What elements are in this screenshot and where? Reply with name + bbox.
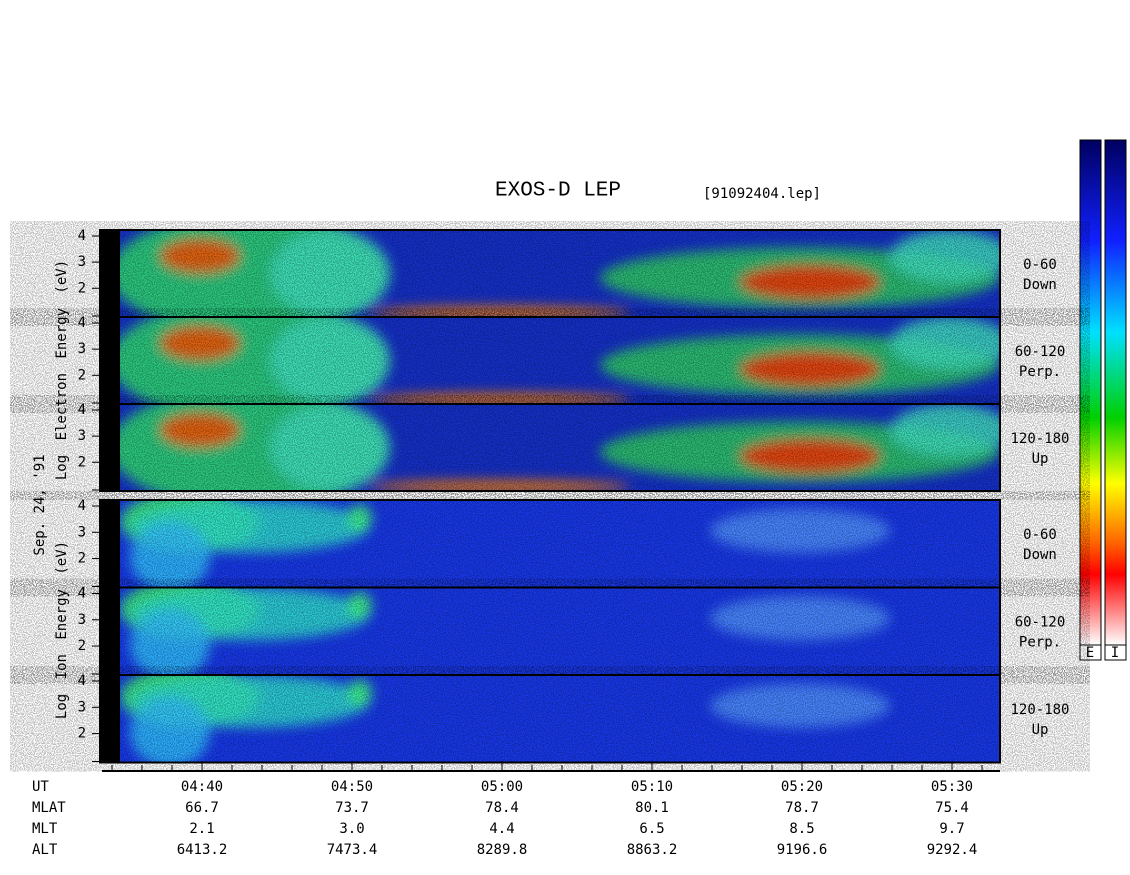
row-value: 78.7 <box>785 800 819 816</box>
date: Sep. 24, '91 <box>32 454 48 555</box>
direction-label: Down <box>1023 547 1057 563</box>
row-value: 6413.2 <box>177 842 228 858</box>
panel-frame <box>99 674 1001 764</box>
pitch-angle-label: 0-60 <box>1023 527 1057 543</box>
noise <box>100 317 1000 404</box>
row-value: 3.0 <box>339 821 364 837</box>
pitch-angle-label: 60-120 <box>1015 615 1066 631</box>
data-gap <box>100 587 120 675</box>
data-gap <box>100 500 120 588</box>
colorbar-label: I <box>1111 645 1119 661</box>
noise <box>100 587 1000 675</box>
electron-axis-label: Log Electron Energy (eV) <box>54 260 70 480</box>
row-value: 04:40 <box>181 779 223 795</box>
y-tick-label: 3 <box>78 699 86 715</box>
colorbar-label-box <box>1104 644 1127 661</box>
direction-label: Perp. <box>1019 364 1061 380</box>
y-tick-label: 4 <box>78 315 86 331</box>
row-label: ALT <box>32 842 58 858</box>
y-tick-label: 4 <box>78 498 86 514</box>
y-tick-label: 2 <box>78 454 86 470</box>
y-tick-label: 4 <box>78 673 86 689</box>
data-gap <box>100 404 120 491</box>
row-value: 05:00 <box>481 779 523 795</box>
row-label: MLAT <box>32 800 66 816</box>
colorbar <box>1104 139 1127 646</box>
y-tick-label: 2 <box>78 280 86 296</box>
y-tick-label: 2 <box>78 726 86 742</box>
colorbars: E I <box>1079 139 1127 661</box>
y-tick-label: 4 <box>78 402 86 418</box>
ion-axis-label: Log Ion Energy (eV) <box>54 541 70 719</box>
row-value: 66.7 <box>185 800 219 816</box>
pitch-angle-label: 120-180 <box>1010 702 1069 718</box>
pitch-angle-label: 0-60 <box>1023 257 1057 273</box>
spectrogram-panel <box>99 674 1001 764</box>
row-value: 04:50 <box>331 779 373 795</box>
direction-label: Up <box>1032 722 1049 738</box>
row-value: 80.1 <box>635 800 669 816</box>
y-tick-label: 4 <box>78 586 86 602</box>
direction-label: Up <box>1032 451 1049 467</box>
colorbar-label: E <box>1086 645 1094 661</box>
row-value: 9196.6 <box>777 842 828 858</box>
y-tick-label: 2 <box>78 551 86 567</box>
row-value: 7473.4 <box>327 842 378 858</box>
pitch-angle-label: 60-120 <box>1015 344 1066 360</box>
noise <box>100 675 1000 763</box>
spectrogram-panel <box>99 499 1001 589</box>
data-gap <box>100 317 120 404</box>
row-value: 05:30 <box>931 779 973 795</box>
y-tick-label: 4 <box>78 228 86 244</box>
y-tick-label: 3 <box>78 254 86 270</box>
y-tick-label: 3 <box>78 612 86 628</box>
row-value: 8863.2 <box>627 842 678 858</box>
colorbar-label-box <box>1079 644 1102 661</box>
file-id: [91092404.lep] <box>703 186 821 202</box>
y-tick-label: 2 <box>78 638 86 654</box>
noise <box>100 404 1000 491</box>
row-value: 8.5 <box>789 821 814 837</box>
data-gap <box>100 230 120 317</box>
row-value: 6.5 <box>639 821 664 837</box>
spectrogram-panel <box>99 229 1001 318</box>
spectrogram-panel <box>99 316 1001 405</box>
noise <box>100 500 1000 588</box>
row-label: UT <box>32 779 49 795</box>
row-value: 75.4 <box>935 800 969 816</box>
row-value: 4.4 <box>489 821 514 837</box>
y-tick-label: 3 <box>78 428 86 444</box>
direction-label: Perp. <box>1019 635 1061 651</box>
data-gap <box>100 675 120 763</box>
row-value: 73.7 <box>335 800 369 816</box>
y-tick-label: 3 <box>78 341 86 357</box>
y-tick-label: 2 <box>78 367 86 383</box>
row-value: 05:20 <box>781 779 823 795</box>
row-value: 8289.8 <box>477 842 528 858</box>
row-value: 05:10 <box>631 779 673 795</box>
spectrogram-panel <box>99 403 1001 492</box>
title: EXOS-D LEP <box>495 180 621 203</box>
panel-frame <box>99 403 1001 492</box>
row-value: 9292.4 <box>927 842 978 858</box>
direction-label: Down <box>1023 277 1057 293</box>
row-label: MLT <box>32 821 58 837</box>
pitch-angle-label: 120-180 <box>1010 431 1069 447</box>
noise <box>100 230 1000 317</box>
colorbar <box>1079 139 1102 646</box>
y-tick-label: 3 <box>78 524 86 540</box>
row-value: 9.7 <box>939 821 964 837</box>
row-value: 2.1 <box>189 821 214 837</box>
spectrogram-panel <box>99 586 1001 676</box>
row-value: 78.4 <box>485 800 519 816</box>
